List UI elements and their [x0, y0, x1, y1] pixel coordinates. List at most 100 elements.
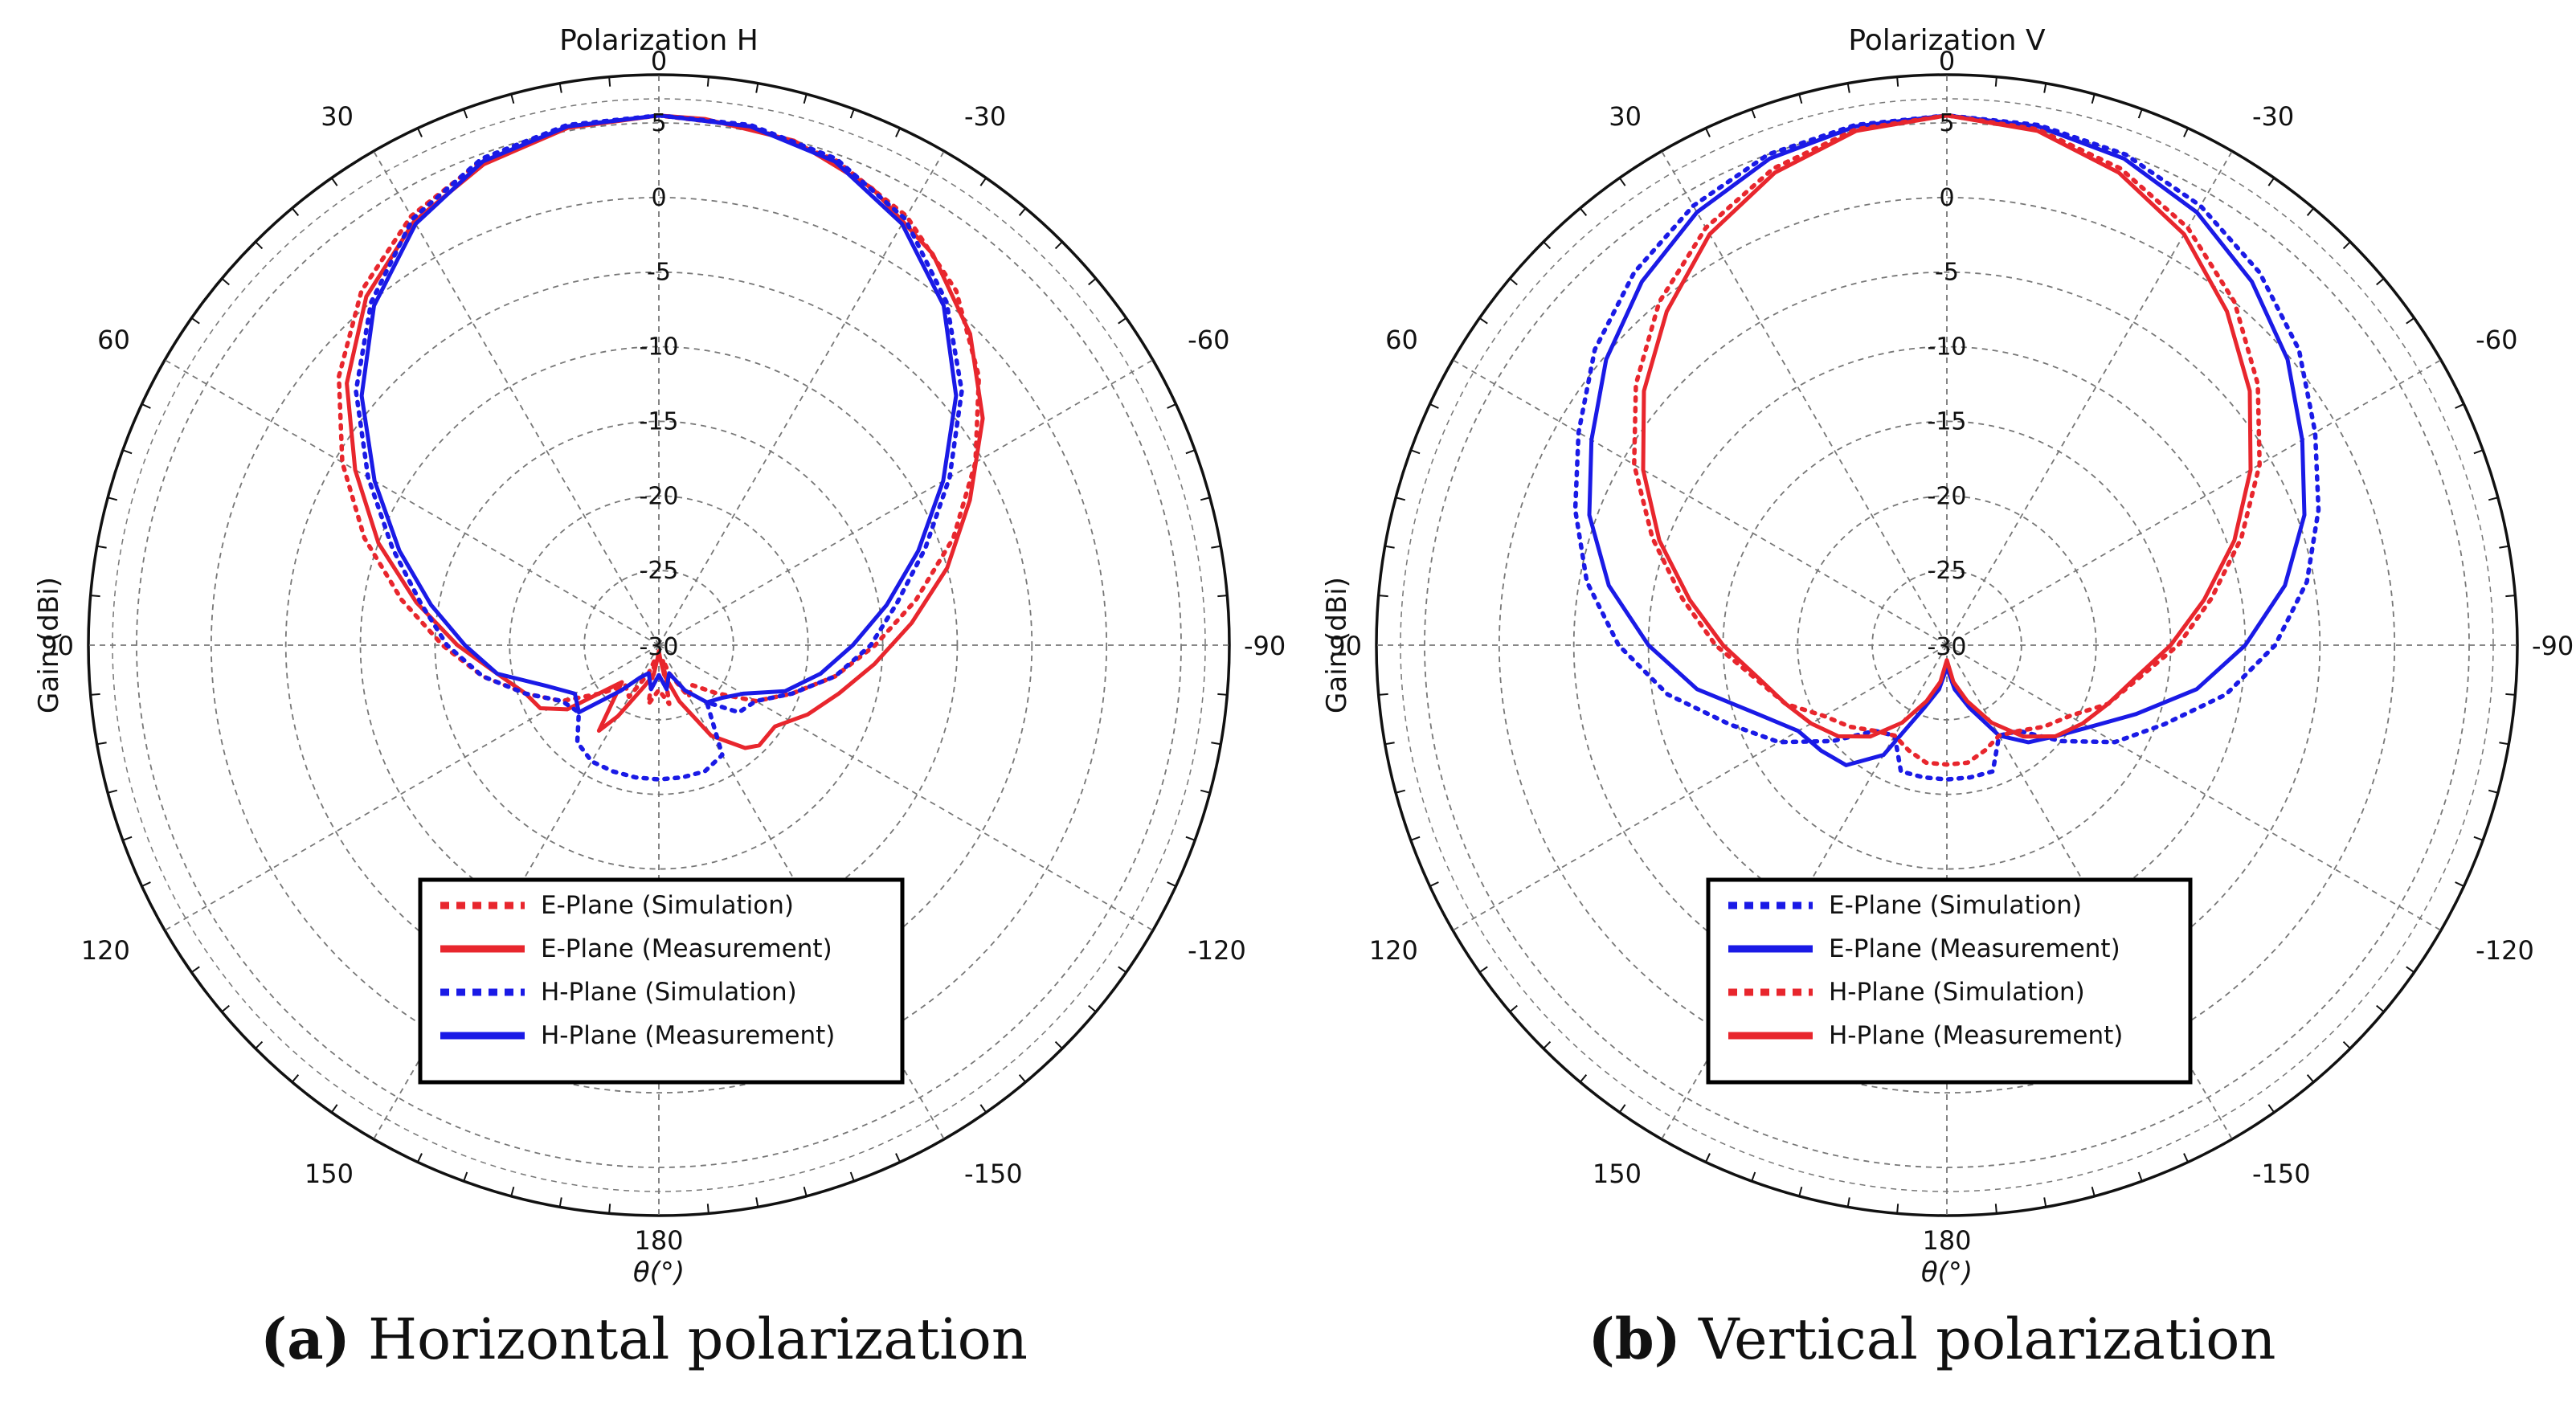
minor-tick	[2183, 128, 2189, 137]
minor-tick	[1478, 966, 1488, 974]
minor-tick	[1118, 317, 1127, 325]
minor-tick	[1798, 93, 1803, 104]
minor-tick	[510, 93, 515, 104]
ring-label: -30	[640, 633, 679, 661]
minor-tick	[1018, 207, 1027, 216]
theta-tick-label: 60	[1385, 325, 1418, 355]
ring-label: -5	[1935, 259, 1959, 287]
minor-tick	[90, 595, 100, 598]
minor-tick	[755, 1197, 759, 1208]
minor-tick	[1994, 1204, 1997, 1214]
theta-tick-label: 60	[97, 325, 130, 355]
theta-tick-label: 30	[1609, 101, 1642, 132]
minor-tick	[1705, 128, 1711, 137]
minor-tick	[2043, 83, 2047, 93]
minor-tick	[803, 1186, 808, 1197]
polar-chart-panel-b: -30 -25 -20 -15 -10 -5 0 5 0 30 60 90 120 150 180 -150 -…	[1288, 0, 2576, 1402]
minor-tick	[895, 128, 901, 137]
theta-tick-label: -120	[1188, 935, 1246, 966]
minor-tick	[1378, 595, 1388, 598]
minor-tick	[979, 177, 987, 186]
outer-ring	[87, 73, 1231, 1217]
theta-tick-label: -90	[2532, 631, 2574, 661]
ring-label: -15	[640, 407, 679, 435]
trace-e-plane-simulation	[336, 112, 982, 706]
theta-tick-label: 180	[1922, 1225, 1971, 1256]
minor-tick	[558, 83, 562, 93]
minor-tick	[2043, 1197, 2047, 1208]
minor-tick	[1088, 1004, 1097, 1013]
minor-tick	[2306, 207, 2315, 216]
ring-label: -10	[640, 333, 679, 362]
minor-tick	[2306, 1074, 2315, 1083]
minor-tick	[1384, 545, 1395, 549]
minor-tick	[2137, 108, 2143, 119]
minor-tick	[1054, 1040, 1063, 1049]
minor-tick	[558, 1197, 562, 1208]
minor-tick	[510, 1186, 515, 1197]
theta-tick-label: 0	[1939, 46, 1955, 76]
minor-tick	[1395, 497, 1406, 501]
ring-label: -15	[1928, 407, 1967, 435]
minor-tick	[2505, 693, 2516, 696]
legend-label: H-Plane (Simulation)	[541, 978, 797, 1007]
minor-tick	[1798, 1186, 1803, 1197]
minor-tick	[2183, 1153, 2189, 1163]
minor-tick	[1217, 595, 1228, 598]
grid-spoke	[164, 359, 660, 646]
minor-tick	[1211, 545, 1221, 549]
minor-tick	[849, 108, 855, 119]
minor-tick	[141, 881, 151, 887]
legend-box	[1706, 877, 2193, 1085]
theta-tick-label: 120	[81, 935, 130, 966]
minor-tick	[1018, 1074, 1027, 1083]
polar-chart-a: -30 -25 -20 -15 -10 -5 0 5 0 30 60 90 120 150 180 -150 -…	[33, 24, 1286, 1289]
minor-tick	[2455, 881, 2464, 887]
x-axis-label: θ(°)	[633, 1257, 685, 1289]
minor-tick	[1618, 1104, 1626, 1114]
minor-tick	[2267, 177, 2275, 186]
minor-tick	[849, 1171, 855, 1182]
ring-label: -30	[1928, 633, 1967, 661]
ring-label: -25	[1928, 557, 1967, 585]
grid-spoke	[1946, 359, 2442, 646]
polar-chart-b: -30 -25 -20 -15 -10 -5 0 5 0 30 60 90 120 150 180 -150 -…	[1321, 24, 2574, 1289]
trace-h-plane-simulation	[354, 112, 964, 782]
chart-title: Polarization H	[559, 24, 758, 57]
theta-tick-label: -60	[2476, 325, 2517, 355]
minor-tick	[1211, 742, 1221, 746]
minor-tick	[895, 1153, 901, 1163]
minor-tick	[2406, 966, 2415, 974]
ring-label: 0	[651, 184, 666, 212]
trace-e-plane-simulation	[1572, 112, 2321, 782]
trace-h-plane-measurement	[1641, 113, 2253, 739]
minor-tick	[1896, 1204, 1899, 1214]
minor-tick	[1200, 497, 1211, 501]
legend-label: H-Plane (Measurement)	[541, 1021, 835, 1050]
caption-letter: (a)	[260, 1306, 350, 1372]
minor-tick	[1378, 693, 1388, 696]
minor-tick	[2376, 1004, 2385, 1013]
caption-text: Vertical polarization	[1699, 1306, 2276, 1372]
minor-tick	[2091, 93, 2096, 104]
ring-label: -10	[1928, 333, 1967, 362]
legend-label: E-Plane (Measurement)	[1829, 934, 2120, 963]
ring-label: 5	[651, 109, 666, 137]
grid-spoke	[658, 150, 945, 646]
minor-tick	[1478, 317, 1488, 325]
theta-tick-label: -90	[1244, 631, 1286, 661]
minor-tick	[2488, 497, 2499, 501]
caption-b: (b) Vertical polarization	[1288, 1306, 2576, 1372]
grid-ring	[1498, 196, 2396, 1094]
minor-tick	[96, 742, 107, 746]
minor-tick	[190, 317, 200, 325]
minor-tick	[255, 1040, 264, 1049]
minor-tick	[255, 241, 264, 250]
minor-tick	[1217, 693, 1228, 696]
trace-e-plane-measurement	[345, 113, 985, 750]
minor-tick	[291, 207, 300, 216]
minor-tick	[90, 693, 100, 696]
minor-tick	[1579, 207, 1588, 216]
minor-tick	[803, 93, 808, 104]
ring-label: 0	[1939, 184, 1954, 212]
